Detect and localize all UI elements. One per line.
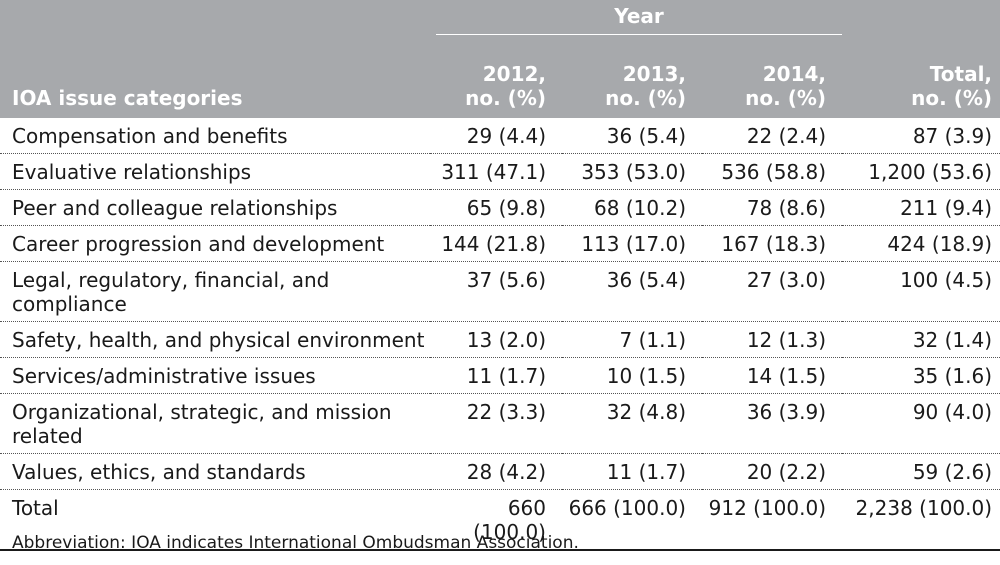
total-2014: 912 (100.0): [702, 489, 843, 551]
cell-2012: 28 (4.2): [430, 453, 562, 490]
row-category: Legal, regulatory, financial, and compli…: [0, 261, 430, 322]
total-all: 2,238 (100.0): [842, 489, 1000, 551]
table-body: Compensation and benefits 29 (4.4) 36 (5…: [0, 118, 1000, 551]
table-row: Compensation and benefits 29 (4.4) 36 (5…: [0, 118, 1000, 154]
cell-2014: 20 (2.2): [702, 453, 843, 490]
cell-2014: 536 (58.8): [702, 153, 843, 190]
column-header-2012-line2: no. (%): [465, 86, 546, 110]
column-header-2012: 2012, no. (%): [430, 38, 562, 118]
total-2012: 660 (100.0): [430, 489, 562, 551]
column-header-total-line1: Total,: [929, 62, 993, 86]
cell-2013: 32 (4.8): [562, 393, 702, 454]
cell-total: 1,200 (53.6): [842, 153, 1000, 190]
cell-2012: 311 (47.1): [430, 153, 562, 190]
header-spacer-right: [842, 0, 1000, 38]
cell-2013: 36 (5.4): [562, 118, 702, 154]
column-header-2012-line1: 2012,: [482, 62, 546, 86]
cell-2013: 68 (10.2): [562, 189, 702, 226]
table-row: Safety, health, and physical environment…: [0, 321, 1000, 358]
year-group-header: Year: [430, 0, 843, 38]
row-category: Safety, health, and physical environment: [0, 321, 430, 358]
row-category: Peer and colleague relationships: [0, 189, 430, 226]
cell-2012: 22 (3.3): [430, 393, 562, 454]
total-row: Total 660 (100.0) 666 (100.0) 912 (100.0…: [0, 489, 1000, 551]
cell-total: 59 (2.6): [842, 453, 1000, 490]
cell-2013: 113 (17.0): [562, 225, 702, 262]
table-row: Organizational, strategic, and mission r…: [0, 393, 1000, 454]
cell-2013: 353 (53.0): [562, 153, 702, 190]
cell-2012: 13 (2.0): [430, 321, 562, 358]
header-row-year: Year: [0, 0, 1000, 38]
column-header-total-line2: no. (%): [911, 86, 993, 110]
cell-2013: 11 (1.7): [562, 453, 702, 490]
cell-2014: 12 (1.3): [702, 321, 843, 358]
total-row-label: Total: [0, 489, 430, 551]
cell-2013: 10 (1.5): [562, 357, 702, 394]
row-category: Compensation and benefits: [0, 118, 430, 154]
cell-2012: 29 (4.4): [430, 118, 562, 154]
column-header-2013: 2013, no. (%): [562, 38, 702, 118]
cell-2014: 22 (2.4): [702, 118, 843, 154]
cell-2012: 65 (9.8): [430, 189, 562, 226]
table-row: Career progression and development 144 (…: [0, 225, 1000, 262]
cell-2014: 27 (3.0): [702, 261, 843, 322]
column-header-2013-line1: 2013,: [622, 62, 686, 86]
table-row: Peer and colleague relationships 65 (9.8…: [0, 189, 1000, 226]
cell-total: 87 (3.9): [842, 118, 1000, 154]
cell-2012: 37 (5.6): [430, 261, 562, 322]
column-header-category: IOA issue categories: [0, 38, 430, 118]
cell-2014: 36 (3.9): [702, 393, 843, 454]
header-row-columns: IOA issue categories 2012, no. (%) 2013,…: [0, 38, 1000, 118]
row-category: Values, ethics, and standards: [0, 453, 430, 490]
table-header: Year IOA issue categories 2012, no. (%) …: [0, 0, 1000, 118]
cell-2014: 78 (8.6): [702, 189, 843, 226]
footnote: Abbreviation: IOA indicates Internationa…: [12, 533, 579, 553]
row-category: Services/administrative issues: [0, 357, 430, 394]
cell-total: 32 (1.4): [842, 321, 1000, 358]
table-row: Evaluative relationships 311 (47.1) 353 …: [0, 153, 1000, 190]
table-row: Legal, regulatory, financial, and compli…: [0, 261, 1000, 322]
cell-total: 211 (9.4): [842, 189, 1000, 226]
row-category: Career progression and development: [0, 225, 430, 262]
column-header-2014: 2014, no. (%): [702, 38, 843, 118]
year-label: Year: [614, 3, 664, 28]
cell-2014: 14 (1.5): [702, 357, 843, 394]
cell-2013: 36 (5.4): [562, 261, 702, 322]
cell-2013: 7 (1.1): [562, 321, 702, 358]
column-header-total: Total, no. (%): [842, 38, 1000, 118]
cell-2014: 167 (18.3): [702, 225, 843, 262]
cell-2012: 144 (21.8): [430, 225, 562, 262]
cell-total: 100 (4.5): [842, 261, 1000, 322]
column-header-2013-line2: no. (%): [605, 86, 686, 110]
cell-total: 90 (4.0): [842, 393, 1000, 454]
cell-total: 35 (1.6): [842, 357, 1000, 394]
column-header-2014-line2: no. (%): [745, 86, 827, 110]
total-2013: 666 (100.0): [562, 489, 702, 551]
header-spacer: [0, 0, 430, 38]
row-category: Organizational, strategic, and mission r…: [0, 393, 430, 454]
table-row: Services/administrative issues 11 (1.7) …: [0, 357, 1000, 394]
row-category: Evaluative relationships: [0, 153, 430, 190]
cell-2012: 11 (1.7): [430, 357, 562, 394]
column-header-2014-line1: 2014,: [762, 62, 827, 86]
table-row: Values, ethics, and standards 28 (4.2) 1…: [0, 453, 1000, 490]
cell-total: 424 (18.9): [842, 225, 1000, 262]
issue-categories-table: Year IOA issue categories 2012, no. (%) …: [0, 0, 1000, 551]
